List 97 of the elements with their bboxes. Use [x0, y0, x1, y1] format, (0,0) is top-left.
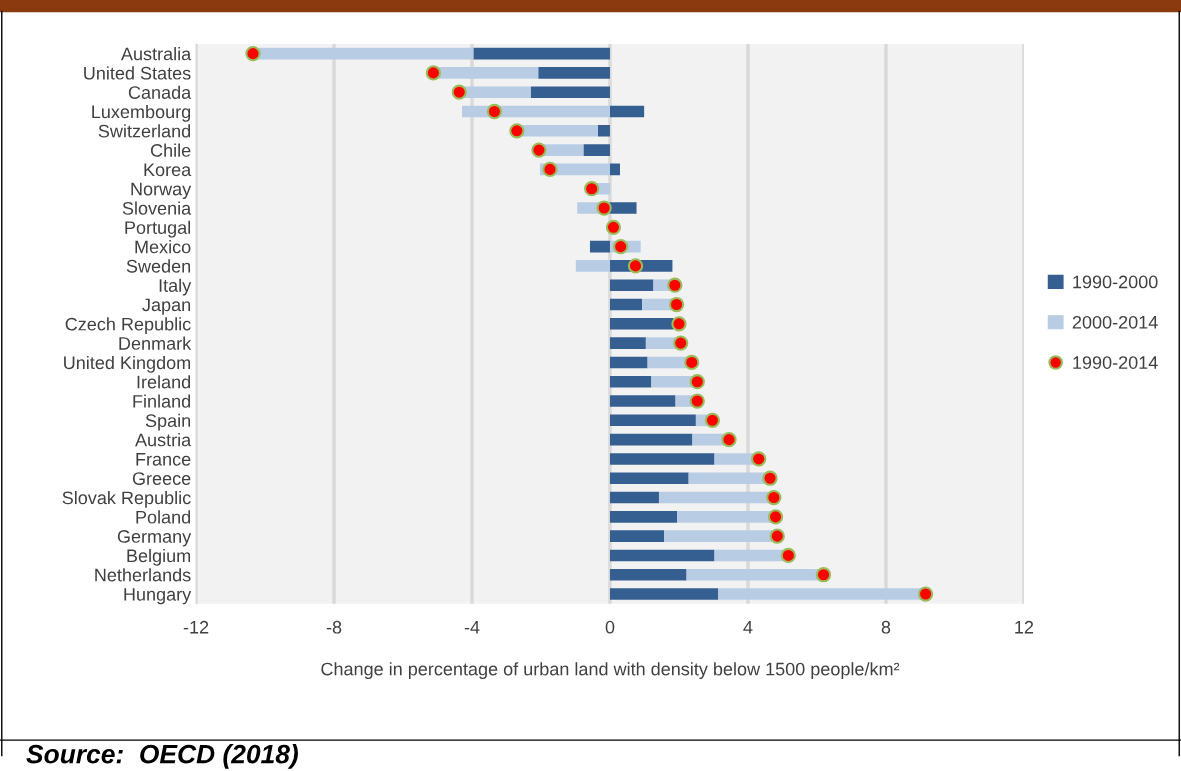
- source-note: Source: OECD (2018): [26, 744, 298, 769]
- bar: [583, 144, 610, 156]
- bar: [575, 260, 610, 272]
- point: [627, 258, 644, 274]
- point: [780, 547, 796, 564]
- point: [425, 65, 441, 81]
- bar: [609, 433, 693, 446]
- point: [684, 354, 700, 371]
- y-tick-label: Finland: [133, 394, 191, 408]
- point: [613, 238, 629, 255]
- y-tick-label: Mexico: [135, 240, 191, 254]
- x-axis-title: Change in percentage of urban land with density below 1500 people/km²: [321, 662, 900, 680]
- y-tick-label: Chile: [150, 143, 191, 157]
- bar: [609, 202, 637, 214]
- y-tick-label: Slovak Republic: [62, 490, 191, 508]
- bar: [609, 549, 715, 562]
- x-tick-label: -12: [183, 620, 209, 634]
- bar: [609, 279, 654, 292]
- point: [667, 277, 683, 293]
- y-tick-label: United Kingdom: [64, 355, 190, 373]
- bar: [609, 588, 719, 600]
- bar: [609, 511, 678, 523]
- point: [671, 316, 687, 332]
- point: [542, 161, 558, 178]
- legend-label: 1990-2000: [1073, 275, 1158, 289]
- y-tick-label: Sweden: [126, 259, 191, 273]
- point: [704, 412, 721, 428]
- y-tick-label: Italy: [159, 278, 192, 296]
- point: [762, 470, 778, 486]
- bar: [609, 414, 696, 427]
- bar: [473, 47, 610, 60]
- y-tick-label: Austria: [135, 433, 192, 447]
- bar: [609, 568, 687, 581]
- bar: [609, 163, 620, 176]
- point: [721, 432, 737, 448]
- y-tick-label: Japan: [142, 298, 191, 315]
- y-tick-label: Korea: [144, 163, 192, 177]
- point: [668, 296, 685, 313]
- point: [751, 451, 767, 467]
- point: [673, 335, 689, 351]
- point: [596, 200, 612, 216]
- bar: [609, 298, 643, 311]
- bar: [538, 67, 610, 79]
- y-tick-label: Greece: [132, 472, 191, 485]
- x-tick-label: 0: [605, 620, 615, 634]
- bar: [530, 86, 610, 98]
- x-tick-label: -8: [326, 620, 342, 634]
- y-tick-label: Belgium: [127, 548, 190, 566]
- y-tick-label: Norway: [131, 182, 192, 199]
- point: [531, 142, 547, 158]
- point: [451, 84, 467, 100]
- point: [486, 103, 503, 120]
- point: [245, 45, 261, 62]
- y-tick-label: Germany: [117, 530, 192, 547]
- y-tick-label: Canada: [128, 85, 192, 99]
- y-tick-label: Ireland: [137, 375, 191, 389]
- bar: [609, 375, 652, 388]
- y-tick-label: Czech Republic: [65, 317, 191, 335]
- y-tick-label: Portugal: [125, 220, 190, 238]
- y-tick-label: Australia: [120, 47, 192, 61]
- x-tick-label: -4: [464, 621, 480, 634]
- bar: [609, 318, 674, 330]
- y-tick-label: Hungary: [124, 588, 192, 605]
- x-tick-label: 8: [881, 620, 891, 634]
- bar: [609, 356, 648, 369]
- bar: [609, 395, 676, 407]
- y-tick-label: Slovenia: [122, 201, 192, 215]
- bar: [597, 125, 610, 137]
- point: [689, 374, 705, 390]
- point: [584, 181, 600, 197]
- y-tick-label: Luxembourg: [92, 104, 191, 122]
- point: [769, 528, 785, 544]
- bar: [589, 240, 610, 253]
- point: [605, 219, 622, 235]
- y-tick-label: Switzerland: [98, 124, 191, 138]
- legend-label: 2000-2014: [1072, 315, 1158, 329]
- y-tick-label: Netherlands: [95, 568, 191, 582]
- point: [689, 393, 705, 409]
- y-tick-label: Spain: [145, 413, 191, 431]
- point: [767, 509, 784, 525]
- y-tick-label: Poland: [136, 510, 191, 524]
- bar: [609, 530, 665, 542]
- bar: [609, 105, 645, 118]
- point: [766, 489, 782, 506]
- bar: [609, 337, 646, 349]
- bar: [609, 472, 689, 485]
- point: [509, 123, 525, 139]
- bar: [609, 491, 659, 504]
- x-tick-label: 4: [743, 621, 753, 634]
- x-tick-label: 12: [1015, 620, 1034, 634]
- legend-label: 1990-2014: [1073, 356, 1158, 369]
- y-tick-label: United States: [84, 66, 191, 80]
- point: [815, 567, 832, 583]
- y-tick-label: France: [136, 453, 191, 466]
- y-tick-label: Denmark: [119, 336, 192, 350]
- point: [917, 586, 934, 602]
- bar: [609, 453, 715, 465]
